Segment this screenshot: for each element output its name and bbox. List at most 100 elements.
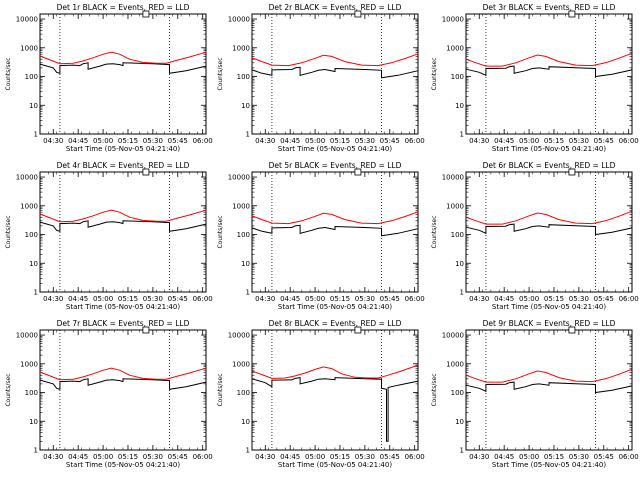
chart-title: Det 6r BLACK = Events, RED = LLD	[483, 161, 616, 170]
x-tick-label: 05:00	[93, 137, 113, 145]
y-tick-label: 1	[34, 289, 38, 297]
y-tick-label: 10	[455, 102, 464, 110]
events-series-line	[251, 66, 419, 79]
x-tick-label: 06:00	[619, 137, 639, 145]
lld-series-line	[39, 367, 207, 381]
y-tick-label: 10	[29, 102, 38, 110]
x-tick-label: 04:30	[469, 453, 489, 461]
x-tick-label: 04:45	[494, 137, 514, 145]
y-tick-label: 1	[34, 131, 38, 139]
x-tick-label: 05:45	[380, 453, 400, 461]
lld-series-line	[465, 210, 633, 225]
y-tick-label: 1	[246, 131, 250, 139]
x-tick-label: 04:45	[494, 295, 514, 303]
y-tick-label: 1000	[232, 360, 250, 368]
plot-frame	[39, 171, 207, 293]
x-tick-label: 05:30	[143, 453, 163, 461]
box-marker	[354, 326, 362, 334]
y-tick-label: 10000	[442, 332, 464, 340]
lld-series-line	[465, 368, 633, 383]
y-tick-label: 100	[25, 73, 38, 81]
x-axis-label: Start Time (05-Nov-05 04:21:40)	[278, 461, 392, 469]
x-tick-label: 04:30	[469, 137, 489, 145]
chart-title: Det 5r BLACK = Events, RED = LLD	[269, 161, 402, 170]
x-tick-label: 04:45	[280, 295, 300, 303]
y-axis-label: Counts/sec	[431, 57, 438, 90]
x-tick-label: 05:45	[168, 137, 188, 145]
events-series-line	[251, 224, 419, 237]
box-marker	[568, 168, 576, 176]
x-tick-label: 04:30	[43, 137, 63, 145]
y-tick-label: 1000	[232, 44, 250, 52]
chart-panel-7: Det 7r BLACK = Events, RED = LLD 1 10 100 10…	[5, 319, 213, 469]
plot-frame	[465, 171, 633, 293]
y-tick-label: 1	[246, 289, 250, 297]
y-tick-label: 10000	[442, 174, 464, 182]
y-tick-label: 10	[29, 418, 38, 426]
x-tick-label: 04:30	[255, 295, 275, 303]
plot-frame	[251, 13, 419, 135]
x-tick-label: 05:30	[569, 137, 589, 145]
x-tick-label: 05:45	[168, 453, 188, 461]
events-series-line	[465, 65, 633, 78]
plot-frame	[39, 13, 207, 135]
plot-frame	[465, 13, 633, 135]
x-tick-label: 05:00	[305, 453, 325, 461]
x-tick-label: 05:30	[355, 453, 375, 461]
x-tick-label: 05:15	[544, 137, 564, 145]
events-series-line	[465, 381, 633, 394]
chart-title: Det 2r BLACK = Events, RED = LLD	[269, 3, 402, 12]
y-tick-label: 1	[246, 447, 250, 455]
x-tick-label: 04:30	[469, 295, 489, 303]
box-marker	[354, 10, 362, 18]
x-tick-label: 04:30	[43, 453, 63, 461]
x-tick-label: 05:00	[93, 453, 113, 461]
x-tick-label: 04:30	[255, 137, 275, 145]
plot-frame	[465, 329, 633, 451]
x-tick-label: 04:45	[68, 453, 88, 461]
y-tick-label: 10000	[228, 332, 250, 340]
x-tick-label: 05:45	[380, 295, 400, 303]
x-tick-label: 05:00	[93, 295, 113, 303]
x-tick-label: 05:15	[544, 453, 564, 461]
y-tick-label: 100	[451, 389, 464, 397]
x-tick-label: 05:15	[118, 137, 138, 145]
x-tick-label: 05:00	[519, 453, 539, 461]
x-tick-label: 05:45	[168, 295, 188, 303]
chart-title: Det 4r BLACK = Events, RED = LLD	[57, 161, 190, 170]
x-tick-label: 05:15	[330, 137, 350, 145]
plot-frame	[251, 329, 419, 451]
x-tick-label: 06:00	[405, 137, 425, 145]
x-tick-label: 05:45	[594, 453, 614, 461]
x-axis-label: Start Time (05-Nov-05 04:21:40)	[66, 303, 180, 311]
lld-series-line	[251, 53, 419, 67]
chart-title: Det 8r BLACK = Events, RED = LLD	[269, 319, 402, 328]
y-axis-label: Counts/sec	[217, 373, 224, 406]
x-axis-label: Start Time (05-Nov-05 04:21:40)	[492, 461, 606, 469]
x-tick-label: 05:00	[519, 295, 539, 303]
x-tick-label: 04:45	[280, 137, 300, 145]
y-tick-label: 100	[25, 389, 38, 397]
y-tick-label: 1	[460, 131, 464, 139]
x-tick-label: 04:45	[494, 453, 514, 461]
x-tick-label: 06:00	[405, 453, 425, 461]
x-tick-label: 05:15	[544, 295, 564, 303]
x-axis-label: Start Time (05-Nov-05 04:21:40)	[278, 145, 392, 153]
events-series-line	[465, 223, 633, 236]
x-tick-label: 05:30	[569, 295, 589, 303]
x-tick-label: 05:45	[594, 137, 614, 145]
chart-panel-6: Det 6r BLACK = Events, RED = LLD 1 10 100 10…	[431, 161, 639, 311]
lld-series-line	[465, 52, 633, 67]
x-axis-label: Start Time (05-Nov-05 04:21:40)	[66, 145, 180, 153]
y-tick-label: 1000	[446, 360, 464, 368]
y-tick-label: 1000	[446, 202, 464, 210]
lld-series-line	[39, 51, 207, 65]
events-series-line	[251, 377, 419, 442]
y-tick-label: 10000	[228, 16, 250, 24]
x-tick-label: 05:30	[355, 295, 375, 303]
y-tick-label: 10000	[16, 332, 38, 340]
chart-panel-4: Det 4r BLACK = Events, RED = LLD 1 10 100 10…	[5, 161, 213, 311]
chart-panel-9: Det 9r BLACK = Events, RED = LLD 1 10 100 10…	[431, 319, 639, 469]
chart-title: Det 1r BLACK = Events, RED = LLD	[57, 3, 190, 12]
